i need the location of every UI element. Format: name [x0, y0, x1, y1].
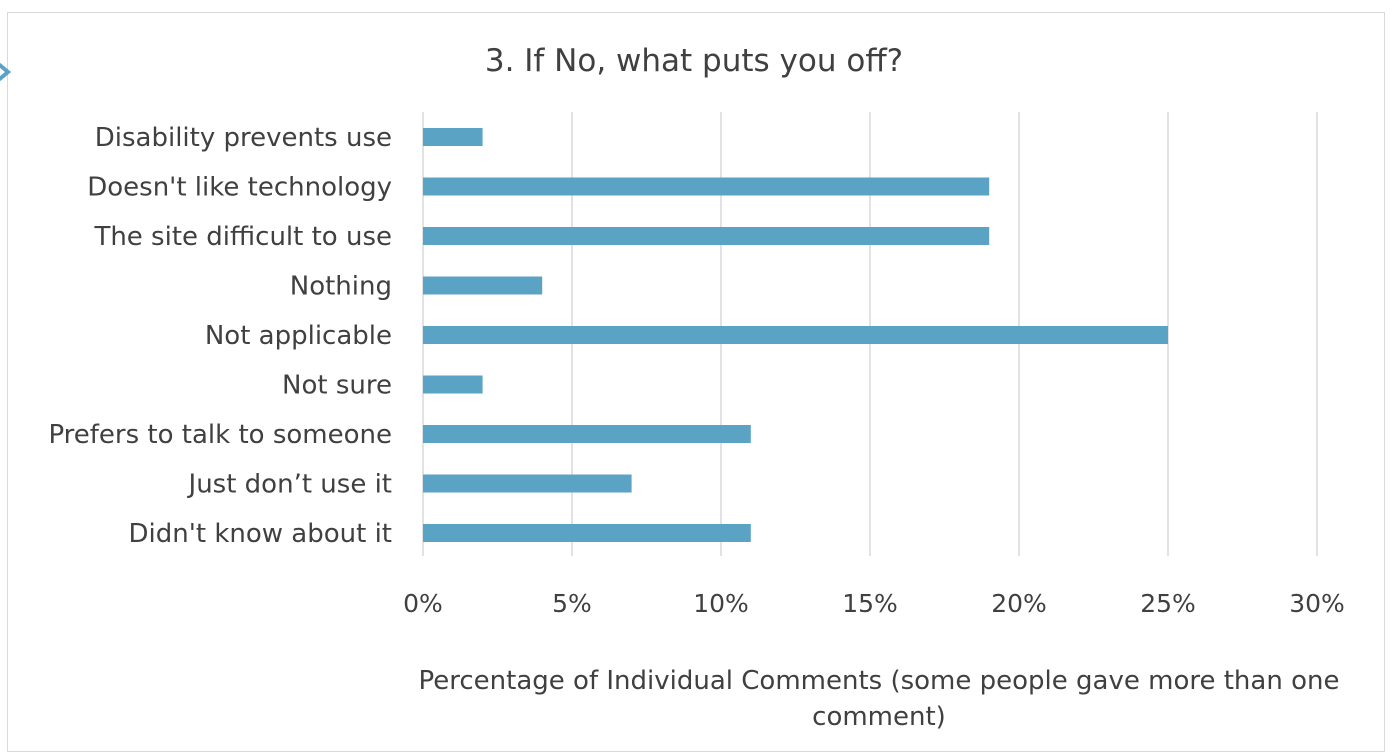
bar [423, 375, 483, 394]
x-tick-label: 15% [842, 589, 898, 618]
category-label: The site difficult to use [93, 222, 392, 252]
x-tick-label: 20% [991, 589, 1047, 618]
category-label: Didn't know about it [128, 519, 392, 549]
category-label: Doesn't like technology [87, 173, 392, 203]
x-tick-labels: 0% 5% 10% 15% 20% 25% 30% [403, 589, 1345, 618]
x-axis-label-line-2: comment) [812, 702, 946, 732]
arrow-marker-icon [0, 62, 12, 82]
category-label: Disability prevents use [95, 123, 392, 153]
bar [423, 227, 990, 245]
x-tick-label: 10% [693, 589, 749, 618]
x-tick-label: 5% [552, 589, 592, 618]
bars [423, 128, 1168, 542]
bar [423, 276, 543, 295]
bar-chart: 3. If No, what puts you off? Disability … [48, 43, 1345, 732]
chart-title: 3. If No, what puts you off? [485, 43, 903, 79]
bar [423, 128, 483, 146]
bar [423, 474, 632, 493]
category-label: Prefers to talk to someone [48, 420, 392, 450]
x-tick-label: 0% [403, 589, 443, 618]
category-label: Just don’t use it [187, 470, 392, 500]
category-labels: Disability prevents use Doesn't like tech… [48, 123, 392, 549]
x-tick-label: 30% [1289, 589, 1345, 618]
x-tick-label: 25% [1140, 589, 1196, 618]
category-label: Nothing [290, 272, 392, 302]
x-axis-label-line-1: Percentage of Individual Comments (some … [419, 666, 1340, 696]
bar [423, 177, 990, 196]
category-label: Not sure [282, 371, 392, 401]
bar [423, 425, 751, 443]
bar [423, 326, 1168, 344]
category-label: Not applicable [205, 321, 392, 351]
chart-frame [7, 12, 1385, 752]
bar [423, 524, 751, 542]
